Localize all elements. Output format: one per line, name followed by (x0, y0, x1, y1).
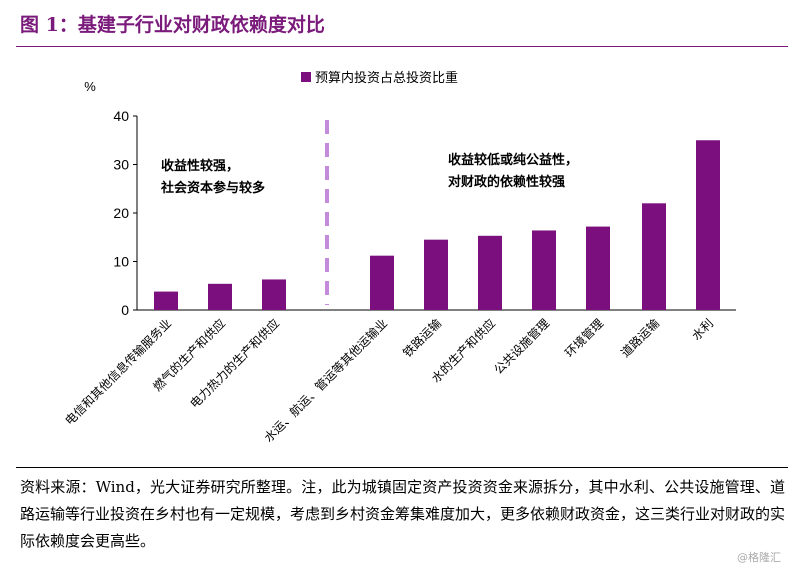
x-tick-label: 环境管理 (562, 316, 607, 361)
x-tick-label: 电力热力的生产和供应 (187, 316, 282, 411)
bar (478, 235, 502, 310)
bar (262, 279, 286, 310)
y-tick-label: 0 (121, 302, 129, 318)
y-tick-label: 30 (113, 157, 129, 173)
figure-title: 图 1：基建子行业对财政依赖度对比 (20, 14, 325, 36)
annotation-text: 收益性较强， (161, 158, 239, 174)
source-rule (16, 467, 788, 468)
watermark: @格隆汇 (737, 551, 781, 564)
x-tick-label: 水运、航运、管运等其他运输业 (261, 316, 390, 445)
bar (424, 239, 448, 310)
bar (532, 230, 556, 310)
y-axis-unit: % (84, 79, 96, 94)
y-tick-label: 40 (113, 108, 129, 124)
x-tick-label: 电信和其他信息传输服务业 (62, 316, 174, 428)
annotation-text: 收益较低或纯公益性， (448, 152, 578, 168)
y-tick-label: 10 (113, 254, 129, 270)
bar (696, 140, 720, 310)
x-tick-label: 水利 (689, 316, 716, 343)
bar (154, 291, 178, 310)
y-tick-label: 20 (113, 205, 129, 221)
x-tick-label: 公共设施管理 (491, 316, 553, 378)
bar (370, 255, 394, 310)
bar (642, 203, 666, 310)
source-note: 资料来源：Wind，光大证券研究所整理。注，此为城镇固定资产投资资金来源拆分，其… (20, 478, 786, 550)
bar (586, 226, 610, 310)
legend-label: 预算内投资占总投资比重 (315, 70, 458, 86)
bar (208, 283, 232, 310)
legend-swatch (301, 72, 311, 82)
x-tick-label: 道路运输 (618, 316, 663, 361)
bar-chart: 010203040%电信和其他信息传输服务业燃气的生产和供应电力热力的生产和供应… (62, 70, 736, 445)
annotation-text: 对财政的依赖性较强 (448, 174, 565, 190)
annotation-text: 社会资本参与较多 (160, 180, 265, 196)
x-tick-label: 铁路运输 (400, 316, 445, 361)
title-rule (16, 46, 788, 47)
